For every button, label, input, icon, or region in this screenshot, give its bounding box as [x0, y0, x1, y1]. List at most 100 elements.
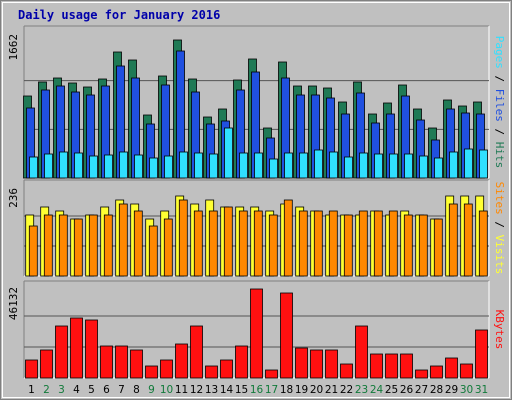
x-tick-label-day-3: 3: [58, 384, 65, 396]
bar-sites-day-27: [418, 214, 428, 277]
x-tick-label-day-27: 27: [415, 384, 428, 396]
bar-kbytes-day-23: [355, 325, 368, 379]
x-tick-label-day-11: 11: [175, 384, 188, 396]
bar-pages-day-11: [179, 151, 188, 179]
bar-kbytes-day-1: [25, 359, 38, 379]
legend-label: Pages / Files / Hits: [493, 36, 506, 169]
bar-kbytes-day-8: [130, 349, 143, 379]
bar-kbytes-day-6: [100, 345, 113, 379]
bar-pages-day-14: [224, 127, 233, 179]
bar-sites-day-12: [193, 210, 203, 277]
bar-kbytes-day-18: [280, 292, 293, 379]
bar-sites-day-9: [148, 225, 158, 277]
bar-sites-day-1: [28, 225, 38, 277]
x-tick-label-day-18: 18: [280, 384, 293, 396]
bar-kbytes-day-27: [415, 369, 428, 379]
x-tick-label-day-9: 9: [148, 384, 155, 396]
bar-kbytes-day-25: [385, 353, 398, 379]
bar-kbytes-day-12: [190, 325, 203, 379]
bar-kbytes-day-16: [250, 288, 263, 379]
bar-sites-day-17: [268, 214, 278, 277]
bar-sites-day-21: [328, 210, 338, 277]
bar-sites-day-3: [58, 214, 68, 277]
x-tick-label-day-5: 5: [88, 384, 95, 396]
bar-kbytes-day-13: [205, 365, 218, 379]
bar-kbytes-day-11: [175, 343, 188, 379]
bar-pages-day-27: [419, 155, 428, 179]
legend-entry: /: [493, 69, 506, 89]
bar-kbytes-day-19: [295, 347, 308, 379]
bar-pages-day-17: [269, 158, 278, 179]
legend-entry: /: [493, 215, 506, 235]
bar-sites-day-30: [463, 203, 473, 277]
bar-kbytes-day-5: [85, 319, 98, 379]
bar-pages-day-6: [104, 154, 113, 179]
bar-pages-day-2: [44, 153, 53, 179]
x-axis-labels: 1 2 3 4 5 6 7 8 9 10 11 12 13 14 15 16 17 18 19 20 21 22 23 24 2…: [28, 384, 488, 396]
bar-pages-day-28: [434, 157, 443, 179]
bar-sites-day-22: [343, 214, 353, 277]
legend-label: KBytes: [493, 310, 506, 350]
bar-pages-day-18: [284, 152, 293, 179]
bar-sites-day-23: [358, 210, 368, 277]
bar-sites-day-4: [73, 218, 83, 277]
x-tick-label-day-25: 25: [385, 384, 398, 396]
x-tick-label-day-15: 15: [235, 384, 248, 396]
bar-sites-day-7: [118, 203, 128, 277]
bar-pages-day-13: [209, 153, 218, 179]
bar-sites-day-10: [163, 218, 173, 277]
bar-kbytes-day-3: [55, 325, 68, 379]
legend-entry: KBytes: [493, 310, 506, 350]
legend-entry: /: [493, 122, 506, 142]
bar-sites-day-28: [433, 218, 443, 277]
x-tick-label-day-7: 7: [118, 384, 125, 396]
bar-pages-day-22: [344, 156, 353, 179]
x-tick-label-day-2: 2: [43, 384, 50, 396]
bar-sites-day-14: [223, 206, 233, 277]
x-tick-label-day-4: 4: [73, 384, 80, 396]
x-tick-label-day-31: 31: [475, 384, 488, 396]
bar-kbytes-day-22: [340, 363, 353, 379]
bar-pages-day-25: [389, 153, 398, 179]
bar-pages-day-29: [449, 151, 458, 179]
x-tick-label-day-6: 6: [103, 384, 110, 396]
bar-pages-day-15: [239, 152, 248, 179]
panels: 1662 Pages / Files / Hits 236 Sites / Visit…: [7, 25, 506, 379]
bar-pages-day-7: [119, 151, 128, 179]
bar-pages-day-26: [404, 153, 413, 179]
x-tick-label-day-22: 22: [340, 384, 353, 396]
bar-pages-day-10: [164, 155, 173, 179]
x-tick-label-day-26: 26: [400, 384, 414, 396]
bar-pages-day-20: [314, 149, 323, 179]
x-tick-label-day-19: 19: [295, 384, 308, 396]
bar-kbytes-day-10: [160, 359, 173, 379]
bar-kbytes-day-26: [400, 353, 413, 379]
legend-entry: Hits: [493, 142, 506, 169]
x-tick-label-day-16: 16: [250, 384, 264, 396]
x-tick-label-day-1: 1: [28, 384, 35, 396]
chart-title: Daily usage for January 2016: [18, 8, 220, 22]
x-tick-label-day-30: 30: [460, 384, 473, 396]
bar-sites-day-29: [448, 203, 458, 277]
bar-pages-day-31: [479, 149, 488, 179]
x-tick-label-day-21: 21: [325, 384, 338, 396]
bar-kbytes-day-24: [370, 353, 383, 379]
bar-pages-day-8: [134, 154, 143, 179]
bar-kbytes-day-21: [325, 349, 338, 379]
bar-sites-day-18: [283, 199, 293, 277]
bar-kbytes-day-31: [475, 329, 488, 379]
legend-entry: Pages: [493, 36, 506, 69]
x-tick-label-day-24: 24: [370, 384, 384, 396]
y-max-label: 46132: [7, 287, 20, 320]
bar-kbytes-day-4: [70, 317, 83, 379]
bar-sites-day-8: [133, 210, 143, 277]
x-tick-label-day-29: 29: [445, 384, 458, 396]
bar-pages-day-9: [149, 157, 158, 179]
bar-pages-day-3: [59, 151, 68, 179]
bar-kbytes-day-9: [145, 365, 158, 379]
x-tick-label-day-10: 10: [160, 384, 173, 396]
panel-kbytes: 46132 KBytes: [7, 280, 506, 379]
bar-pages-day-23: [359, 152, 368, 179]
bar-sites-day-15: [238, 210, 248, 277]
panel-pages-files-hits: 1662 Pages / Files / Hits: [7, 25, 506, 179]
